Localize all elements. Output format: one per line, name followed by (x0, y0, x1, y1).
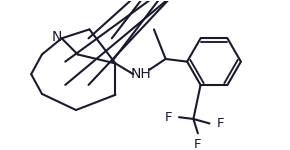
Text: F: F (164, 111, 172, 124)
Text: F: F (194, 138, 202, 150)
Text: NH: NH (130, 67, 151, 81)
Text: F: F (217, 117, 224, 130)
Text: N: N (52, 30, 62, 44)
